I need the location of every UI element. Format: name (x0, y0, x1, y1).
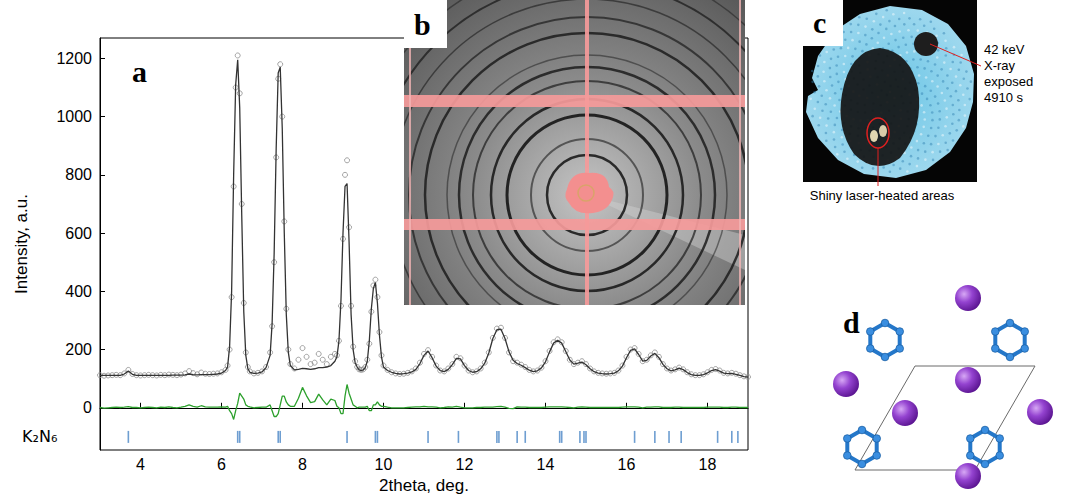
svg-text:d: d (843, 306, 860, 339)
svg-text:0: 0 (83, 399, 92, 416)
svg-text:b: b (414, 8, 431, 41)
svg-text:12: 12 (456, 456, 474, 473)
svg-text:X-ray: X-ray (984, 58, 1016, 73)
svg-text:6: 6 (217, 456, 226, 473)
svg-text:2theta, deg.: 2theta, deg. (379, 476, 469, 495)
svg-text:1000: 1000 (56, 108, 92, 125)
svg-text:a: a (132, 55, 147, 88)
svg-text:800: 800 (65, 166, 92, 183)
svg-text:4: 4 (136, 456, 145, 473)
svg-text:8: 8 (298, 456, 307, 473)
svg-text:600: 600 (65, 225, 92, 242)
svg-text:Shiny laser-heated areas: Shiny laser-heated areas (810, 188, 955, 203)
svg-text:18: 18 (699, 456, 717, 473)
svg-text:exposed: exposed (984, 74, 1033, 89)
svg-text:400: 400 (65, 283, 92, 300)
svg-text:1200: 1200 (56, 50, 92, 67)
svg-text:16: 16 (618, 456, 636, 473)
svg-text:14: 14 (537, 456, 555, 473)
svg-text:42 keV: 42 keV (984, 42, 1025, 57)
svg-text:c: c (813, 6, 826, 39)
svg-text:10: 10 (375, 456, 393, 473)
svg-text:Intensity, a.u.: Intensity, a.u. (12, 194, 31, 294)
svg-text:200: 200 (65, 341, 92, 358)
svg-text:K₂N₆: K₂N₆ (22, 427, 57, 446)
svg-text:4910 s: 4910 s (984, 90, 1024, 105)
